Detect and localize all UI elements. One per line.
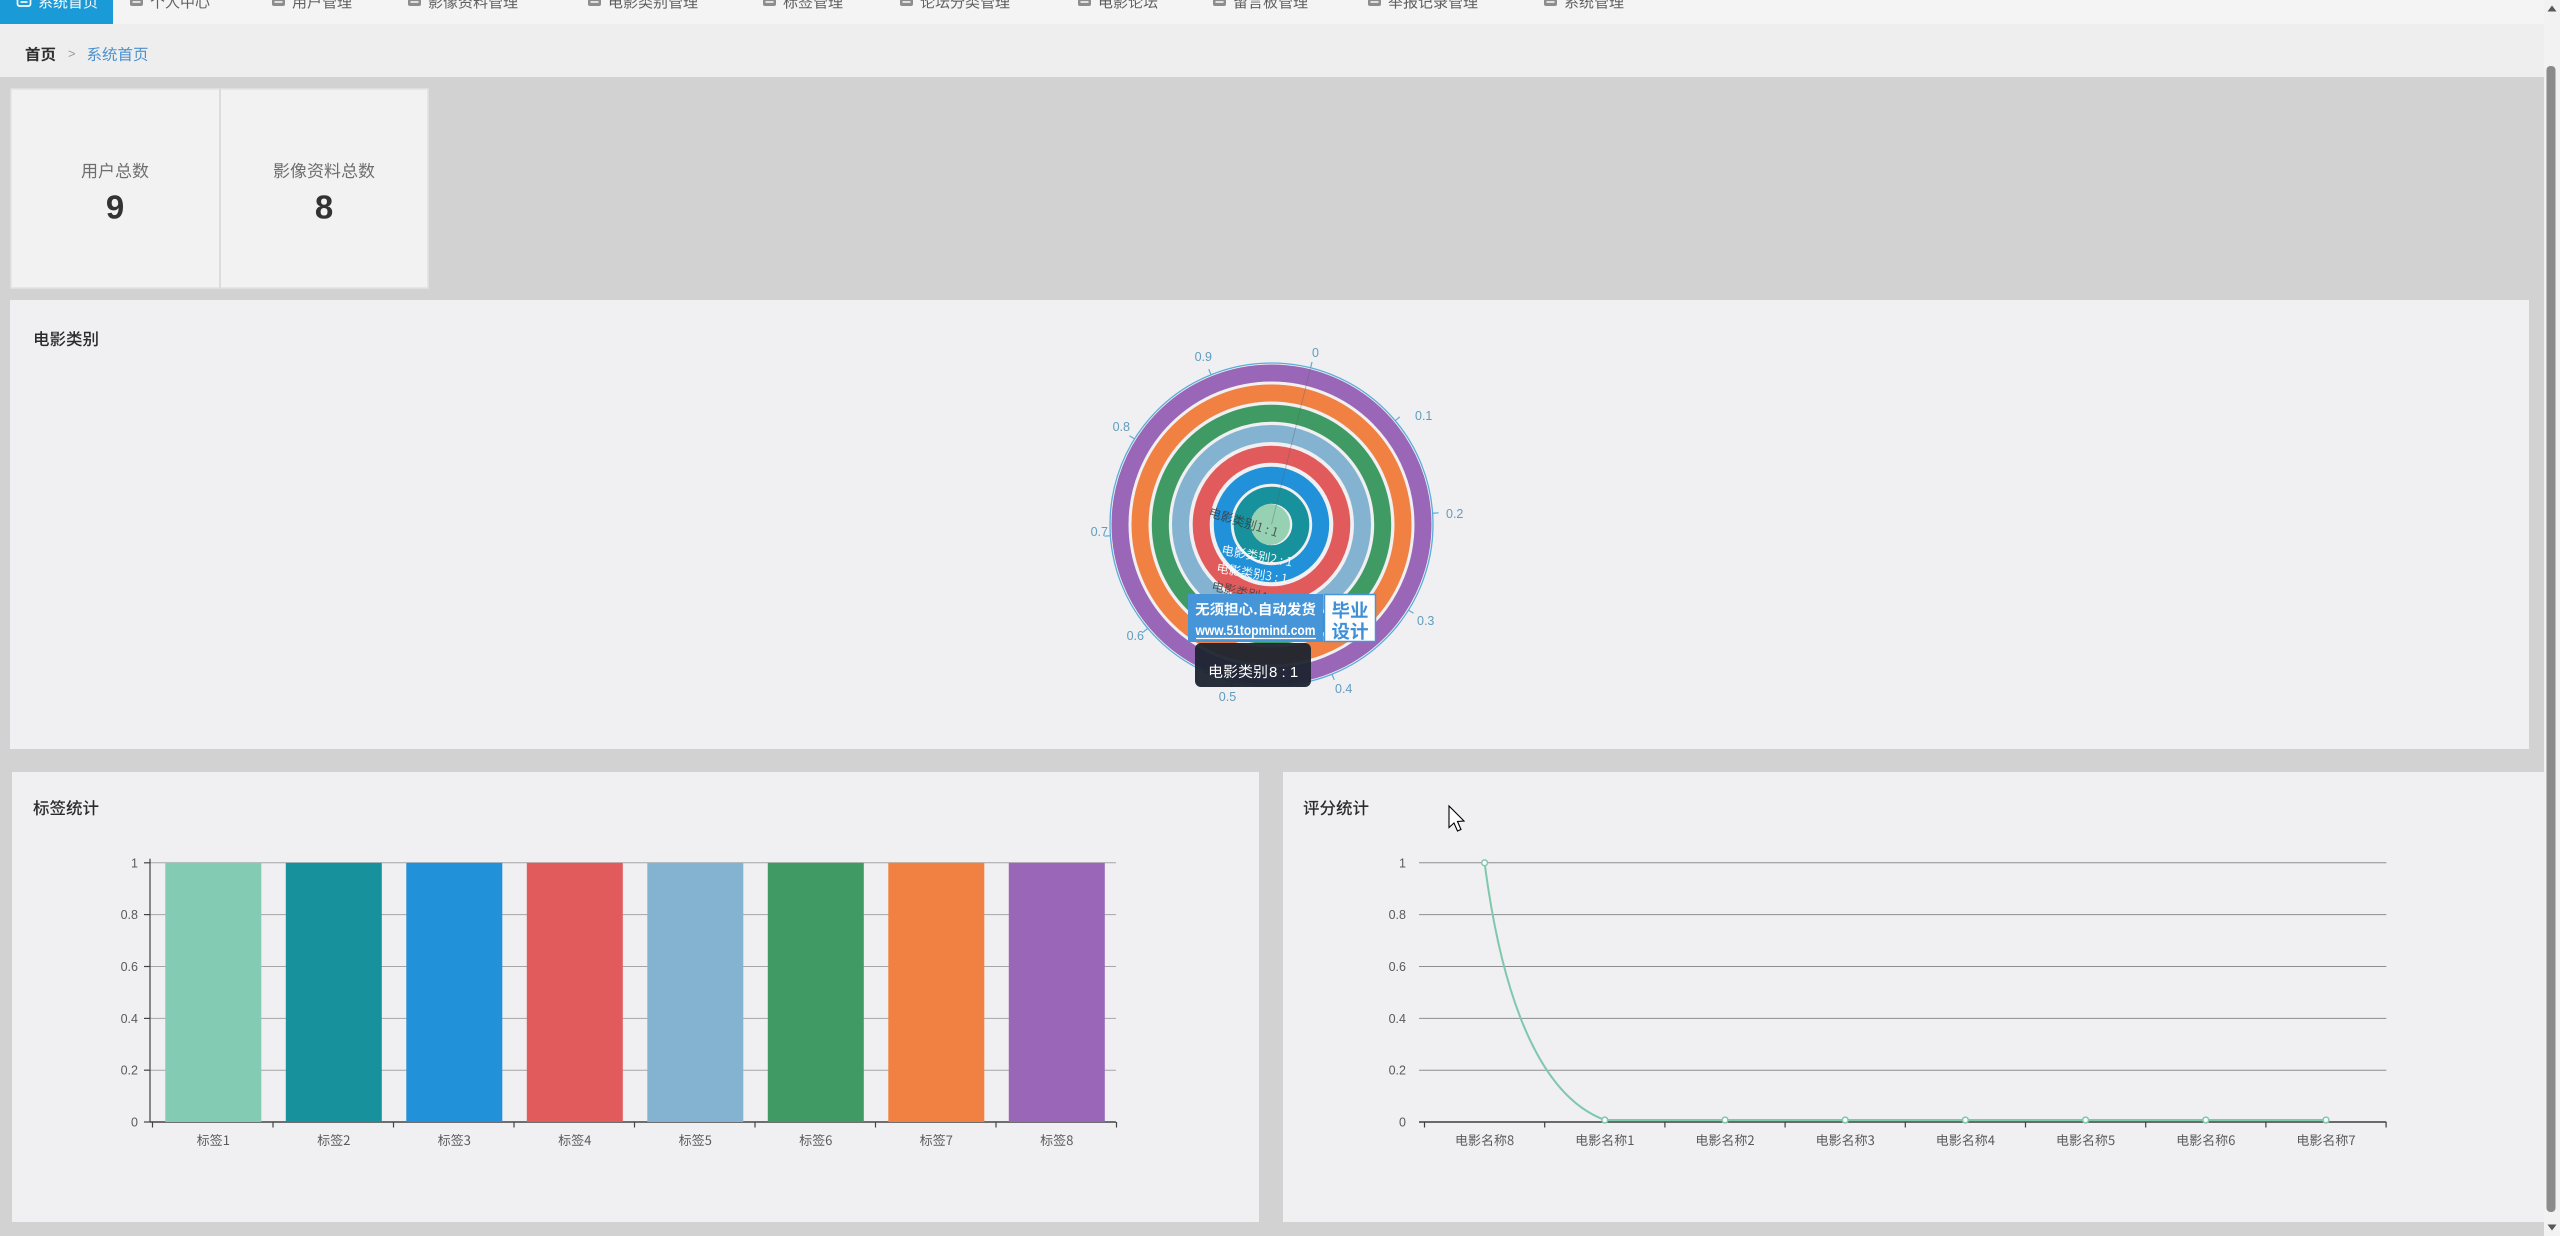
svg-text:0.4: 0.4 [121, 1012, 138, 1026]
svg-text:0.1: 0.1 [1415, 409, 1432, 423]
svg-text:0.8: 0.8 [1113, 420, 1130, 434]
svg-text:0: 0 [1399, 1116, 1406, 1130]
svg-text:0.6: 0.6 [1127, 629, 1144, 643]
svg-text:0: 0 [131, 1116, 138, 1130]
svg-text:8 : 1: 8 : 1 [1269, 664, 1298, 681]
svg-text:0.5: 0.5 [1219, 690, 1236, 704]
svg-text:8: 8 [315, 189, 333, 226]
svg-text:0.2: 0.2 [1446, 507, 1463, 521]
svg-text:1: 1 [1399, 856, 1406, 870]
svg-text:0.9: 0.9 [1195, 350, 1212, 364]
svg-text:0.4: 0.4 [1335, 682, 1352, 696]
svg-text:0.3: 0.3 [1417, 614, 1434, 628]
svg-text:1: 1 [131, 856, 138, 870]
svg-text:0.8: 0.8 [1389, 908, 1406, 922]
svg-text:0: 0 [1312, 346, 1319, 360]
svg-text:9: 9 [106, 189, 124, 226]
svg-text:>: > [68, 46, 76, 61]
svg-text:0.6: 0.6 [121, 960, 138, 974]
svg-text:0.6: 0.6 [1389, 960, 1406, 974]
svg-text:www.51topmind.com: www.51topmind.com [1195, 622, 1316, 638]
svg-text:0.4: 0.4 [1389, 1012, 1406, 1026]
svg-text:0.8: 0.8 [121, 908, 138, 922]
svg-text:0.2: 0.2 [121, 1064, 138, 1078]
svg-text:0.7: 0.7 [1091, 525, 1108, 539]
svg-text:0.2: 0.2 [1389, 1064, 1406, 1078]
